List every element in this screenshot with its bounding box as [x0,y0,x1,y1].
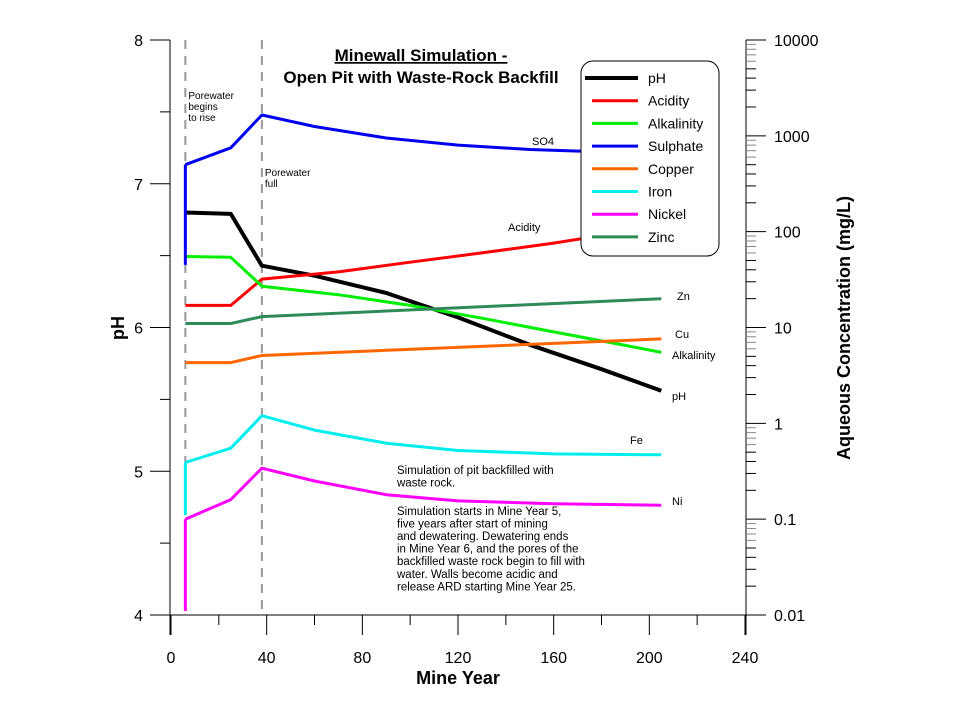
x-axis-label: Mine Year [416,668,500,688]
legend-label-copper: Copper [648,161,694,177]
legend-label-zinc: Zinc [648,229,674,245]
legend-label-nickel: Nickel [648,206,686,222]
annotation-line: waste rock. [396,478,455,490]
x-tick-label: 240 [732,650,759,667]
y-right-tick-label: 10000 [774,33,819,50]
series-line-nickel [184,466,662,521]
legend-label-sulphate: Sulphate [648,138,703,154]
x-tick-label: 120 [445,650,472,667]
annotation-line: in Mine Year 6, and the pores of the [397,544,579,556]
curve-label-acidity: Acidity [508,222,541,234]
vertical-marker-label: full [265,179,278,190]
y-left-tick-label: 4 [134,608,143,625]
legend-label-iron: Iron [648,184,672,200]
legend-label-alkalinity: Alkalinity [648,115,703,131]
annotation-line: release ARD starting Mine Year 25. [397,581,576,593]
x-tick-label: 200 [636,650,663,667]
series-line-copper [185,337,662,365]
vertical-marker-label: Porewater [188,91,234,102]
legend: pH Acidity Alkalinity Sulphate Copper Iron Nic… [580,60,720,257]
y-right-tick-label: 10 [774,321,792,338]
annotation-line: Simulation of pit backfilled with [397,465,554,477]
y-left-tick-label: 6 [134,321,143,338]
x-tick-label: 0 [167,650,176,667]
series-line-iron [184,414,662,464]
curve-label-zinc: Zn [677,291,690,303]
series-line-ph [185,210,662,393]
y-left-tick-label: 8 [134,33,143,50]
y-axis-left-label: pH [108,316,128,340]
y-right-tick-label: 1 [774,416,783,433]
annotation-line: and dewatering. Dewatering ends [397,531,569,543]
legend-label-ph: pH [648,70,666,86]
annotation-line: Simulation starts in Mine Year 5, [397,506,561,518]
y-right-tick-label: 100 [774,225,801,242]
curve-label-alkalinity: Alkalinity [672,350,716,362]
legend-box [580,60,720,257]
series-line-zinc [185,297,662,325]
y-left-tick-label: 7 [134,177,143,194]
y-right-tick-label: 1000 [774,129,810,146]
y-left-tick-label: 5 [134,464,143,481]
annotation-line: backfilled waste rock begin to fill with [397,556,585,568]
y-axis-right-label: Aqueous Concentration (mg/L) [834,196,854,460]
vertical-marker-label: begins [188,102,217,113]
curve-label-nickel: Ni [672,496,682,508]
x-tick-label: 80 [353,650,371,667]
legend-label-acidity: Acidity [648,93,689,109]
chart-title-line1: Minewall Simulation - [335,46,508,65]
curve-label-sulphate: SO4 [532,136,554,148]
x-tick-label: 40 [258,650,276,667]
curve-label-iron: Fe [630,435,643,447]
y-right-tick-label: 0.1 [774,512,796,529]
axes: 0 40 80 120 160 200 240 4 5 6 7 8 0.01 0.1 1 10 100 1000 1… [134,33,819,667]
chart-title-line2: Open Pit with Waste-Rock Backfill [283,68,558,87]
vertical-marker-label: to rise [188,113,216,124]
curve-label-copper: Cu [675,329,689,341]
y-right-tick-label: 0.01 [774,608,805,625]
curve-label-ph: pH [672,391,686,403]
x-tick-label: 160 [540,650,567,667]
series-line-sulphate [184,113,662,167]
annotation-line: five years after start of mining [397,518,548,530]
vertical-marker-label: Porewater [265,168,311,179]
curve-labels: pH Acidity Alkalinity SO4 Cu Fe Ni Zn [508,136,716,508]
annotation-line: water. Walls become acidic and [396,569,558,581]
